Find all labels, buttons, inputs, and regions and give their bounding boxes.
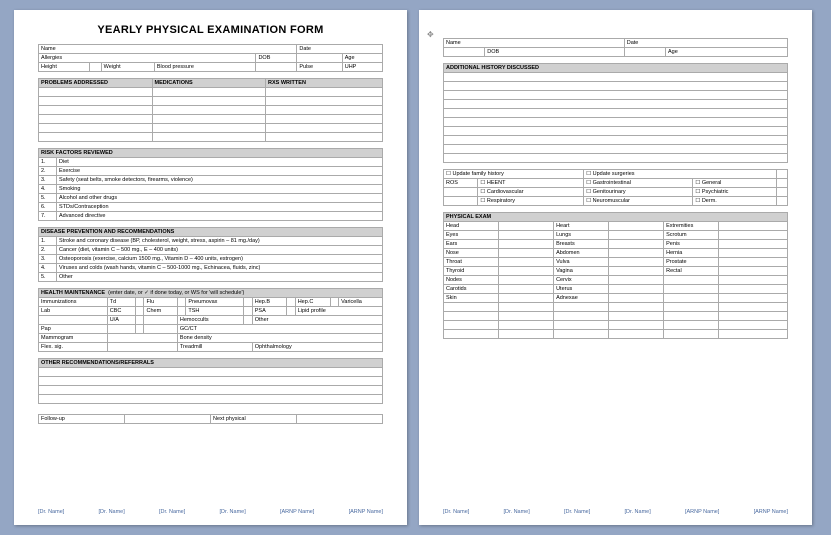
- label-dob: DOB: [485, 48, 625, 57]
- label-mammogram: Mammogram: [39, 334, 108, 343]
- form-title: YEARLY PHYSICAL EXAMINATION FORM: [38, 24, 383, 36]
- risk-row: STDs/Contraception: [57, 203, 383, 212]
- label-flexsig: Flex. sig.: [39, 343, 108, 352]
- hdr-physexam: PHYSICAL EXAM: [444, 213, 788, 222]
- label-lab: Lab: [39, 307, 108, 316]
- page2-footer: [Dr. Name] [Dr. Name] [Dr. Name] [Dr. Na…: [443, 509, 788, 515]
- label-uhp: UHP: [342, 63, 382, 72]
- hdr-medications: MEDICATIONS: [152, 79, 266, 88]
- followup-table: Follow-up Next physical: [38, 414, 383, 424]
- disease-row: Osteoporosis (exercise, calcium 1500 mg.…: [57, 255, 383, 264]
- label-date: Date: [297, 45, 383, 54]
- risk-row: Diet: [57, 158, 383, 167]
- label-pap: Pap: [39, 325, 108, 334]
- disease-row: Viruses and colds (wash hands, vitamin C…: [57, 264, 383, 273]
- health-table: HEALTH MAINTENANCE (enter date, or ✓ if …: [38, 288, 383, 352]
- check-updatesurg[interactable]: Update surgeries: [593, 171, 635, 177]
- ros-table: ☐ Update family history ☐ Update surgeri…: [443, 169, 788, 206]
- patient-header-table-2: Name Date DOB Age: [443, 38, 788, 57]
- problems-table: PROBLEMS ADDRESSED MEDICATIONS RXS WRITT…: [38, 78, 383, 142]
- page-2: ✥ Name Date DOB Age ADDITIONAL HISTORY D…: [419, 10, 812, 525]
- label-allergies: Allergies: [39, 54, 256, 63]
- label-ros: ROS: [444, 179, 478, 188]
- label-immunizations: Immunizations: [39, 298, 108, 307]
- patient-header-table: Name Date Allergies DOB Age Height Weigh…: [38, 44, 383, 72]
- disease-row: Other: [57, 273, 383, 282]
- risk-row: Exercise: [57, 167, 383, 176]
- check-updatefam[interactable]: Update family history: [452, 171, 503, 177]
- label-nextphysical: Next physical: [211, 415, 297, 424]
- hdr-disease: DISEASE PREVENTION AND RECOMMENDATIONS: [39, 228, 383, 237]
- label-name: Name: [444, 39, 625, 48]
- hdr-risk: RISK FACTORS REVIEWED: [39, 149, 383, 158]
- risk-row: Safety (seat belts, smoke detectors, fir…: [57, 176, 383, 185]
- page-1: YEARLY PHYSICAL EXAMINATION FORM Name Da…: [14, 10, 407, 525]
- disease-row: Cancer (diet, vitamin C – 500 mg., E – 4…: [57, 246, 383, 255]
- move-handle-icon[interactable]: ✥: [427, 30, 437, 40]
- risk-row: Smoking: [57, 185, 383, 194]
- additional-history-table: ADDITIONAL HISTORY DISCUSSED: [443, 63, 788, 163]
- label-height: Height: [39, 63, 90, 72]
- label-pulse: Pulse: [297, 63, 342, 72]
- label-age: Age: [665, 48, 787, 57]
- risk-table: RISK FACTORS REVIEWED 1.Diet 2.Exercise …: [38, 148, 383, 221]
- other-table: OTHER RECOMMENDATIONS/REFERRALS: [38, 358, 383, 404]
- hdr-health: HEALTH MAINTENANCE (enter date, or ✓ if …: [39, 289, 383, 298]
- hdr-rxs: RXS WRITTEN: [266, 79, 383, 88]
- label-weight: Weight: [101, 63, 154, 72]
- hdr-other: OTHER RECOMMENDATIONS/REFERRALS: [39, 359, 383, 368]
- disease-table: DISEASE PREVENTION AND RECOMMENDATIONS 1…: [38, 227, 383, 282]
- physical-exam-table: PHYSICAL EXAM HeadHeartExtremities EyesL…: [443, 212, 788, 339]
- risk-row: Advanced directive: [57, 212, 383, 221]
- page1-footer: [Dr. Name] [Dr. Name] [Dr. Name] [Dr. Na…: [38, 509, 383, 515]
- disease-row: Stroke and coronary disease (BP, cholest…: [57, 237, 383, 246]
- label-name: Name: [39, 45, 297, 54]
- label-dob: DOB: [256, 54, 297, 63]
- label-followup: Follow-up: [39, 415, 125, 424]
- label-date: Date: [624, 39, 787, 48]
- risk-row: Alcohol and other drugs: [57, 194, 383, 203]
- label-age: Age: [342, 54, 382, 63]
- hdr-problems: PROBLEMS ADDRESSED: [39, 79, 153, 88]
- label-bp: Blood pressure: [154, 63, 256, 72]
- hdr-additional: ADDITIONAL HISTORY DISCUSSED: [444, 64, 788, 73]
